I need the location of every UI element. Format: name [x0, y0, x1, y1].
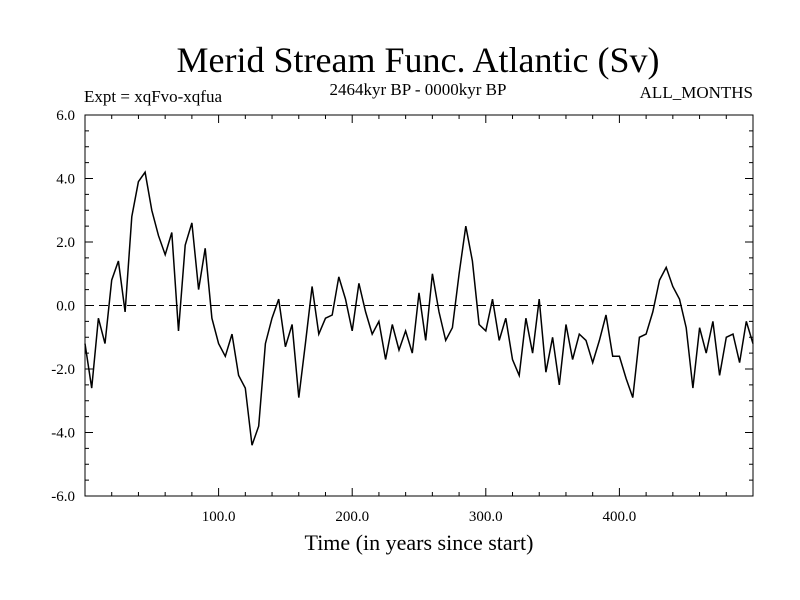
plot-frame	[84, 114, 754, 497]
x-axis-label: Time (in years since start)	[305, 530, 534, 555]
y-tick-label: -6.0	[51, 489, 75, 505]
y-tick-label: 0.0	[56, 299, 75, 315]
time-range-label: 2464kyr BP - 0000kyr BP	[330, 80, 507, 99]
y-tick-label: -2.0	[51, 362, 75, 378]
y-tick-label: -4.0	[51, 426, 75, 442]
chart-title: Merid Stream Func. Atlantic (Sv)	[177, 40, 660, 80]
x-tick-label: 200.0	[335, 509, 369, 525]
y-tick-label: 6.0	[56, 108, 75, 124]
y-tick-label: 4.0	[56, 172, 75, 188]
x-tick-label: 100.0	[202, 509, 236, 525]
x-tick-label: 400.0	[603, 509, 637, 525]
ticks-layer: 100.0 200.0 300.0 400.0 -6.0 -4.0 -2.0 0.0 2.0 4.…	[51, 108, 753, 525]
months-label: ALL_MONTHS	[640, 83, 753, 102]
series-layer	[84, 170, 754, 446]
y-tick-label: 2.0	[56, 235, 75, 251]
x-tick-label: 300.0	[469, 509, 503, 525]
series-line-0	[84, 170, 754, 446]
experiment-label: Expt = xqFvo-xqfua	[84, 87, 222, 106]
